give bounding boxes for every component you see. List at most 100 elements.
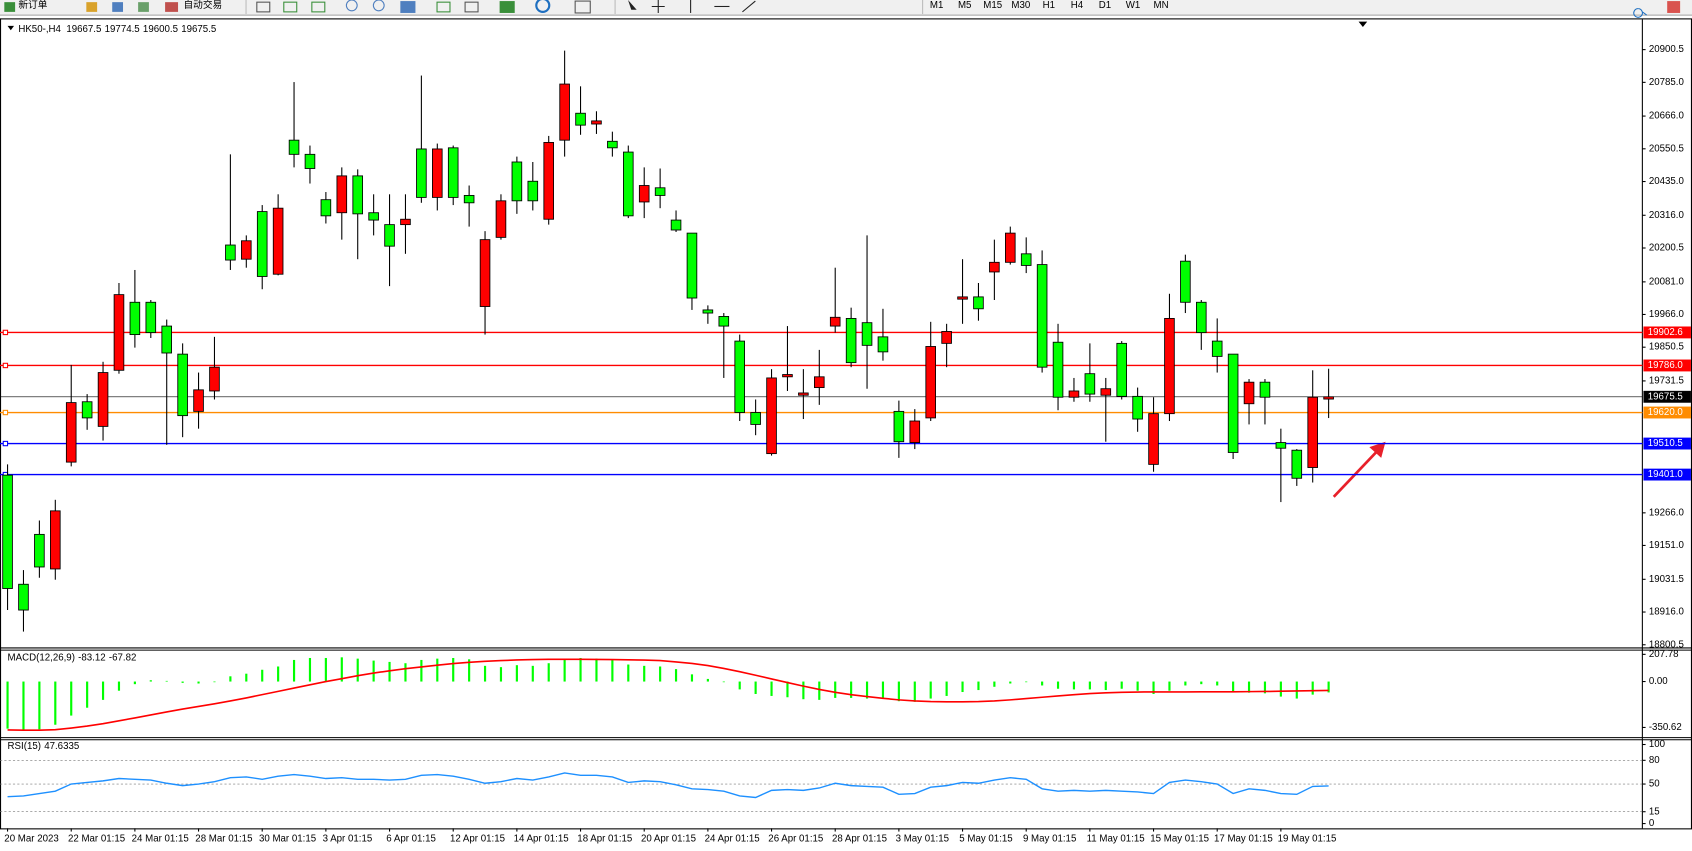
macd-bar (754, 681, 757, 694)
y-tick-label: 19731.5 (1649, 375, 1684, 386)
candle-body (18, 583, 29, 611)
zoom-in-icon[interactable] (345, 0, 358, 12)
x-tick-label: 5 May 01:15 (959, 834, 1012, 845)
level-label: 19510.5 (1648, 438, 1683, 449)
candle-body (1275, 442, 1287, 449)
auto-trading-icon[interactable] (165, 2, 179, 12)
macd-bar (850, 681, 853, 698)
zoom-out-icon[interactable] (372, 0, 385, 12)
tool-icon[interactable] (311, 1, 326, 13)
candle-body (129, 301, 141, 336)
candle-body (50, 510, 61, 570)
candle-body (1148, 413, 1159, 465)
timeframe-button[interactable]: W1 (1126, 0, 1141, 11)
candle-body (2, 474, 13, 589)
tool-icon[interactable] (436, 1, 451, 13)
candle-body (1164, 317, 1175, 415)
candle-body (1323, 396, 1334, 400)
candle-body (814, 376, 825, 389)
macd-bar (1200, 681, 1203, 685)
template-icon[interactable] (574, 0, 591, 14)
timeframe-button[interactable]: M5 (958, 0, 971, 11)
candle-body (1116, 342, 1127, 397)
macd-bar (1327, 681, 1330, 693)
timeframe-button[interactable]: M30 (1011, 0, 1030, 11)
candle-body (1020, 253, 1032, 266)
candle-body (1307, 396, 1318, 468)
candle-body (1180, 260, 1191, 303)
macd-bar (929, 681, 932, 699)
crosshair-icon[interactable] (651, 0, 665, 13)
macd-bar (1295, 681, 1298, 699)
tool-icon[interactable] (112, 2, 124, 12)
timeframe-button[interactable]: H1 (1043, 0, 1055, 11)
macd-bar (86, 681, 89, 708)
macd-bar (165, 680, 168, 682)
alert-icon[interactable] (1667, 1, 1681, 13)
tool-icon[interactable] (256, 1, 271, 13)
y-tick-label: 100 (1649, 739, 1666, 750)
timeframe-button[interactable]: H4 (1071, 0, 1084, 11)
candle-body (702, 309, 714, 314)
candle-body (193, 389, 204, 412)
macd-bar (483, 665, 487, 682)
tool-icon[interactable] (86, 2, 98, 12)
candle-body (607, 140, 618, 149)
macd-bar (245, 673, 248, 682)
new-order-button[interactable]: 新订单 (18, 0, 47, 11)
timeframe-button[interactable]: M1 (930, 0, 943, 11)
indicator-icon[interactable] (499, 1, 515, 13)
new-order-icon[interactable] (4, 2, 16, 12)
macd-bar (133, 681, 136, 685)
cursor-icon[interactable] (628, 0, 637, 10)
candle-body (177, 353, 188, 417)
macd-bar (1009, 681, 1012, 684)
pane-menu-marker (7, 25, 15, 31)
macd-bar (818, 681, 821, 700)
timeframe-button[interactable]: MN (1154, 0, 1169, 11)
tool-icon[interactable] (283, 1, 298, 13)
chart-frame (0, 18, 1692, 830)
annotation-arrowhead (1369, 441, 1386, 458)
x-tick-label: 30 Mar 01:15 (259, 834, 316, 845)
candle-body (1084, 373, 1096, 395)
candle-body (989, 261, 1000, 273)
x-tick-label: 20 Apr 01:15 (641, 834, 696, 845)
macd-bar (786, 681, 789, 698)
candle-body (1036, 264, 1048, 368)
level-marker (2, 362, 9, 369)
candle-body (845, 317, 857, 364)
timeframe-button[interactable]: M15 (983, 0, 1002, 11)
candle-body (1100, 388, 1112, 396)
macd-bar (436, 658, 439, 682)
macd-bar (1104, 681, 1107, 691)
auto-trading-button[interactable]: 自动交易 (183, 0, 222, 11)
candle-body (1227, 353, 1239, 453)
tool-icon[interactable] (464, 1, 479, 13)
candle-body (256, 211, 268, 277)
timeframe-button[interactable]: D1 (1099, 0, 1111, 11)
macd-bar (1120, 681, 1123, 689)
macd-bar (1263, 681, 1267, 694)
tool-icon[interactable] (138, 2, 149, 12)
candle-body (336, 175, 348, 214)
y-tick-label: 19966.0 (1649, 309, 1685, 320)
candle-body (225, 244, 236, 261)
macd-bar (404, 663, 407, 682)
y-tick-label: 20785.0 (1649, 77, 1685, 88)
macd-bar (897, 681, 900, 702)
trendline-icon[interactable] (742, 0, 756, 13)
x-tick-label: 28 Mar 01:15 (195, 834, 252, 845)
period-icon[interactable] (535, 0, 551, 13)
macd-bar (547, 663, 550, 682)
x-tick-label: 28 Apr 01:15 (832, 834, 887, 845)
candle-body (241, 240, 252, 260)
y-tick-label: -350.62 (1649, 722, 1682, 733)
y-tick-label: 19850.5 (1649, 342, 1684, 353)
macd-bar (6, 681, 9, 729)
tile-icon[interactable] (400, 1, 416, 13)
x-tick-label: 24 Mar 01:15 (132, 834, 189, 845)
candle-body (686, 232, 698, 299)
macd-bar (945, 681, 948, 696)
search-icon[interactable] (1633, 8, 1648, 18)
